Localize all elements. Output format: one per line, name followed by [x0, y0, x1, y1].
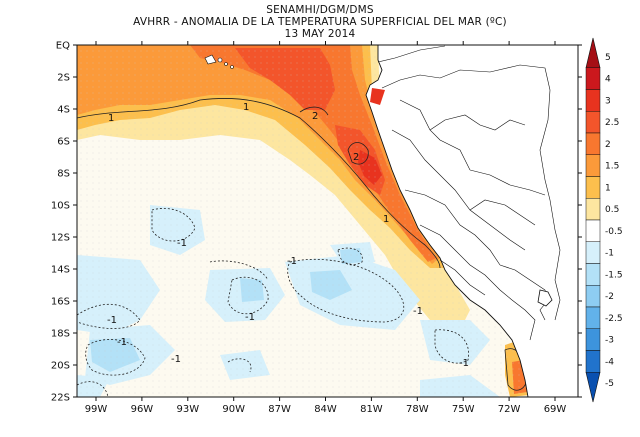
colorbar-label: 5 — [605, 53, 611, 63]
contour-label: 1 — [108, 113, 114, 124]
lat-tick-label: EQ — [56, 41, 70, 52]
colorbar-swatch — [585, 241, 601, 264]
contour-label: 2 — [312, 111, 318, 122]
longitude-axis: 99W 96W 93W 90W 87W 84W 81W 78W 75W 72W 69W — [85, 41, 567, 415]
colorbar-swatch — [585, 306, 601, 329]
contour-label: -1 — [171, 354, 181, 365]
contour-label: -1 — [107, 315, 117, 326]
lat-tick-label: 4S — [57, 105, 70, 116]
lon-tick-label: 81W — [360, 404, 383, 415]
colorbar-swatch — [585, 37, 601, 69]
contour-label: 1 — [383, 214, 389, 225]
contour-label: -1 — [287, 256, 297, 267]
title-block: SENAMHI/DGM/DMS AVHRR - ANOMALIA DE LA T… — [0, 4, 640, 40]
lat-tick-label: 8S — [57, 169, 70, 180]
lat-tick-label: 20S — [51, 361, 70, 372]
colorbar-label: -5 — [605, 379, 614, 389]
map-field: 1 1 2 2 1 -1 -1 -1 -1 -1 -1 -1 -1 — [77, 45, 578, 397]
contour-label: 1 — [243, 102, 249, 113]
colorbar-label: -1.5 — [605, 270, 623, 280]
lat-tick-label: 12S — [51, 233, 70, 244]
contour-label-group: 1 1 2 2 1 -1 -1 -1 -1 -1 -1 -1 -1 — [107, 102, 469, 369]
colorbar-swatch — [585, 89, 601, 112]
colorbar-swatch — [585, 176, 601, 199]
agency-title: SENAMHI/DGM/DMS — [266, 4, 374, 16]
lat-tick-label: 16S — [51, 297, 70, 308]
date-title: 13 MAY 2014 — [284, 28, 356, 40]
lon-tick-label: 99W — [85, 404, 108, 415]
colorbar-swatch — [585, 285, 601, 308]
lon-tick-label: 69W — [544, 404, 567, 415]
lat-tick-label: 2S — [57, 73, 70, 84]
lon-tick-label: 78W — [406, 404, 429, 415]
lon-tick-label: 90W — [222, 404, 245, 415]
colorbar-label: 4 — [605, 75, 611, 85]
colorbar-swatch — [585, 219, 601, 242]
colorbar-label: 2.5 — [605, 118, 619, 128]
product-title: AVHRR - ANOMALIA DE LA TEMPERATURA SUPER… — [133, 16, 507, 28]
lat-tick-label: 10S — [51, 201, 70, 212]
contour-label: -1 — [117, 337, 127, 348]
lon-tick-label: 75W — [452, 404, 475, 415]
lon-tick-label: 87W — [268, 404, 291, 415]
colorbar-swatch — [585, 132, 601, 155]
colorbar-label: 1 — [605, 183, 611, 193]
contour-label: -1 — [177, 238, 187, 249]
galapagos-islands — [204, 54, 234, 69]
colorbar-label: -2.5 — [605, 314, 623, 324]
colorbar-label: 1.5 — [605, 162, 619, 172]
lake-titicaca — [537, 289, 553, 307]
lon-tick-label: 72W — [498, 404, 521, 415]
lat-tick-label: 14S — [51, 265, 70, 276]
colorbar-swatch — [585, 111, 601, 134]
contour-lines — [77, 98, 528, 397]
lon-tick-label: 84W — [314, 404, 337, 415]
lon-tick-label: 93W — [176, 404, 199, 415]
south-america-land — [365, 45, 578, 397]
lon-tick-label: 96W — [131, 404, 154, 415]
gulf-of-guayaquil — [370, 88, 385, 105]
contour-label: -1 — [413, 306, 423, 317]
lat-tick-label: 22S — [51, 393, 70, 404]
colorbar-label: -4 — [605, 357, 614, 367]
contour-label: 2 — [353, 152, 359, 163]
colorbar-label: -1 — [605, 249, 614, 259]
colorbar-label: -3 — [605, 336, 614, 346]
contour-label: -1 — [245, 312, 255, 323]
contour-label: -1 — [459, 358, 469, 369]
colorbar-swatch — [585, 154, 601, 177]
colorbar-label: 0.5 — [605, 205, 619, 215]
colorbar-swatch — [585, 350, 601, 373]
lat-tick-label: 18S — [51, 329, 70, 340]
colorbar-label: -2 — [605, 292, 614, 302]
colorbar-swatch — [585, 198, 601, 221]
colorbar-swatch — [585, 263, 601, 286]
colorbar-label: 2 — [605, 140, 611, 150]
colorbar-label: 3 — [605, 96, 611, 106]
colorbar: 5 4 3 2.5 2 1.5 1 0.5 -0.5 -1 -1.5 -2 -2.5 -3 -4 -5 — [585, 37, 623, 403]
colorbar-swatch — [585, 371, 601, 403]
colorbar-swatch — [585, 328, 601, 351]
colorbar-label: -0.5 — [605, 227, 623, 237]
colorbar-swatch — [585, 67, 601, 90]
map-frame — [76, 44, 579, 398]
latitude-axis: EQ 2S 4S 6S 8S 10S 12S 14S 16S 18S 20S 22S — [51, 41, 582, 404]
lat-tick-label: 6S — [57, 137, 70, 148]
